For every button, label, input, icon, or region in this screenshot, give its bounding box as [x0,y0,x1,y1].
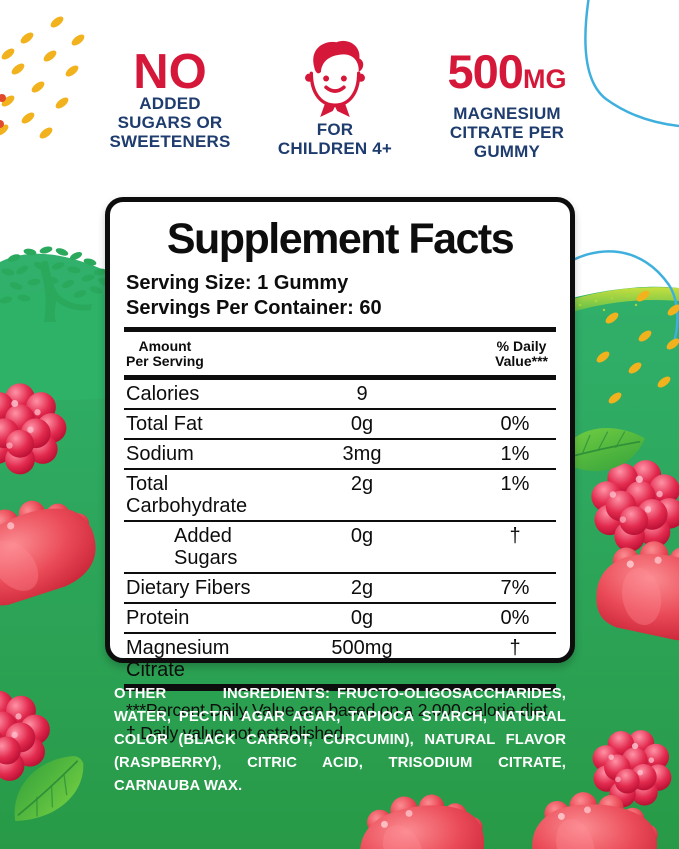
dosage-line1: MAGNESIUM [453,104,561,123]
red-dot-pattern [0,94,6,128]
badge-dosage: 500MG MAGNESIUM CITRATE PER GUMMY [433,48,581,161]
panel-title: Supplement Facts [166,215,515,263]
nutrient-row-total-carbohydrate: Total Carbohydrate 2g 1% [124,470,556,522]
header-amount: Amount Per Serving [126,338,204,369]
dosage-value: 500 [447,45,524,98]
dosage-line2: CITRATE PER [449,123,565,142]
serving-size: Serving Size: 1 Gummy [126,272,349,294]
dosage-line3: GUMMY [473,142,541,161]
supplement-facts-panel: Supplement Facts Serving Size: 1 Gummy S… [105,197,575,743]
nutrient-row-added-sugars: Added Sugars 0g † [124,522,556,574]
dosage-amount: 500MG [433,48,581,104]
nutrient-row-sodium: Sodium 3mg 1% [124,440,556,470]
blue-squiggle-right [555,250,679,349]
tree-icon [0,246,110,322]
footnote-dagger: † Daily value not established. [126,723,348,743]
badge-for-children: FOR CHILDREN 4+ [263,36,407,158]
child-face-icon [298,36,372,118]
nutrient-row-calories: Calories 9 [124,380,556,410]
no-line2: SUGARS OR [117,113,223,132]
children-line2: CHILDREN 4+ [277,139,393,158]
divider-bar [124,375,556,380]
nutrient-row-magnesium-citrate: Magnesium Citrate 500mg † [126,637,521,681]
nutrient-row-total-fat: Total Fat 0g 0% [124,410,556,440]
no-headline: NO [133,45,207,99]
no-line3: SWEETENERS [109,132,231,151]
other-ingredients-text: FRUCTO-OLIGOSACCHARIDES, WATER, PECTIN A… [114,686,566,794]
no-line1: ADDED [139,94,201,113]
blue-squiggle-top [584,0,679,128]
footnotes: ***Percent Daily Value are based on a 2,… [126,699,556,745]
other-ingredients-label: OTHER INGREDIENTS: [114,686,330,702]
nutrient-row-dietary-fibers: Dietary Fibers 2g 7% [124,574,556,604]
badge-no-added-sugar: NO ADDED SUGARS OR SWEETENERS [98,45,242,152]
children-line1: FOR [316,120,354,139]
nutrient-table: Calories 9 Total Fat 0g 0% Sodium 3mg 1%… [124,380,556,684]
other-ingredients: OTHER INGREDIENTS: FRUCTO-OLIGOSACCHARIDE… [114,683,566,798]
divider-bar [124,684,556,691]
divider-bar [124,327,556,332]
table-header: Amount Per Serving % Daily Value*** [126,339,554,369]
yellow-dash-pattern-right [596,290,679,404]
nutrient-row-protein: Protein 0g 0% [124,604,556,634]
header-daily-value: % Daily Value*** [495,338,548,369]
servings-per-container: Servings Per Container: 60 [126,297,382,319]
yellow-dash-pattern [0,16,85,139]
footnote-daily-value: ***Percent Daily Value are based on a 2,… [126,700,553,720]
dosage-unit: MG [522,64,567,94]
